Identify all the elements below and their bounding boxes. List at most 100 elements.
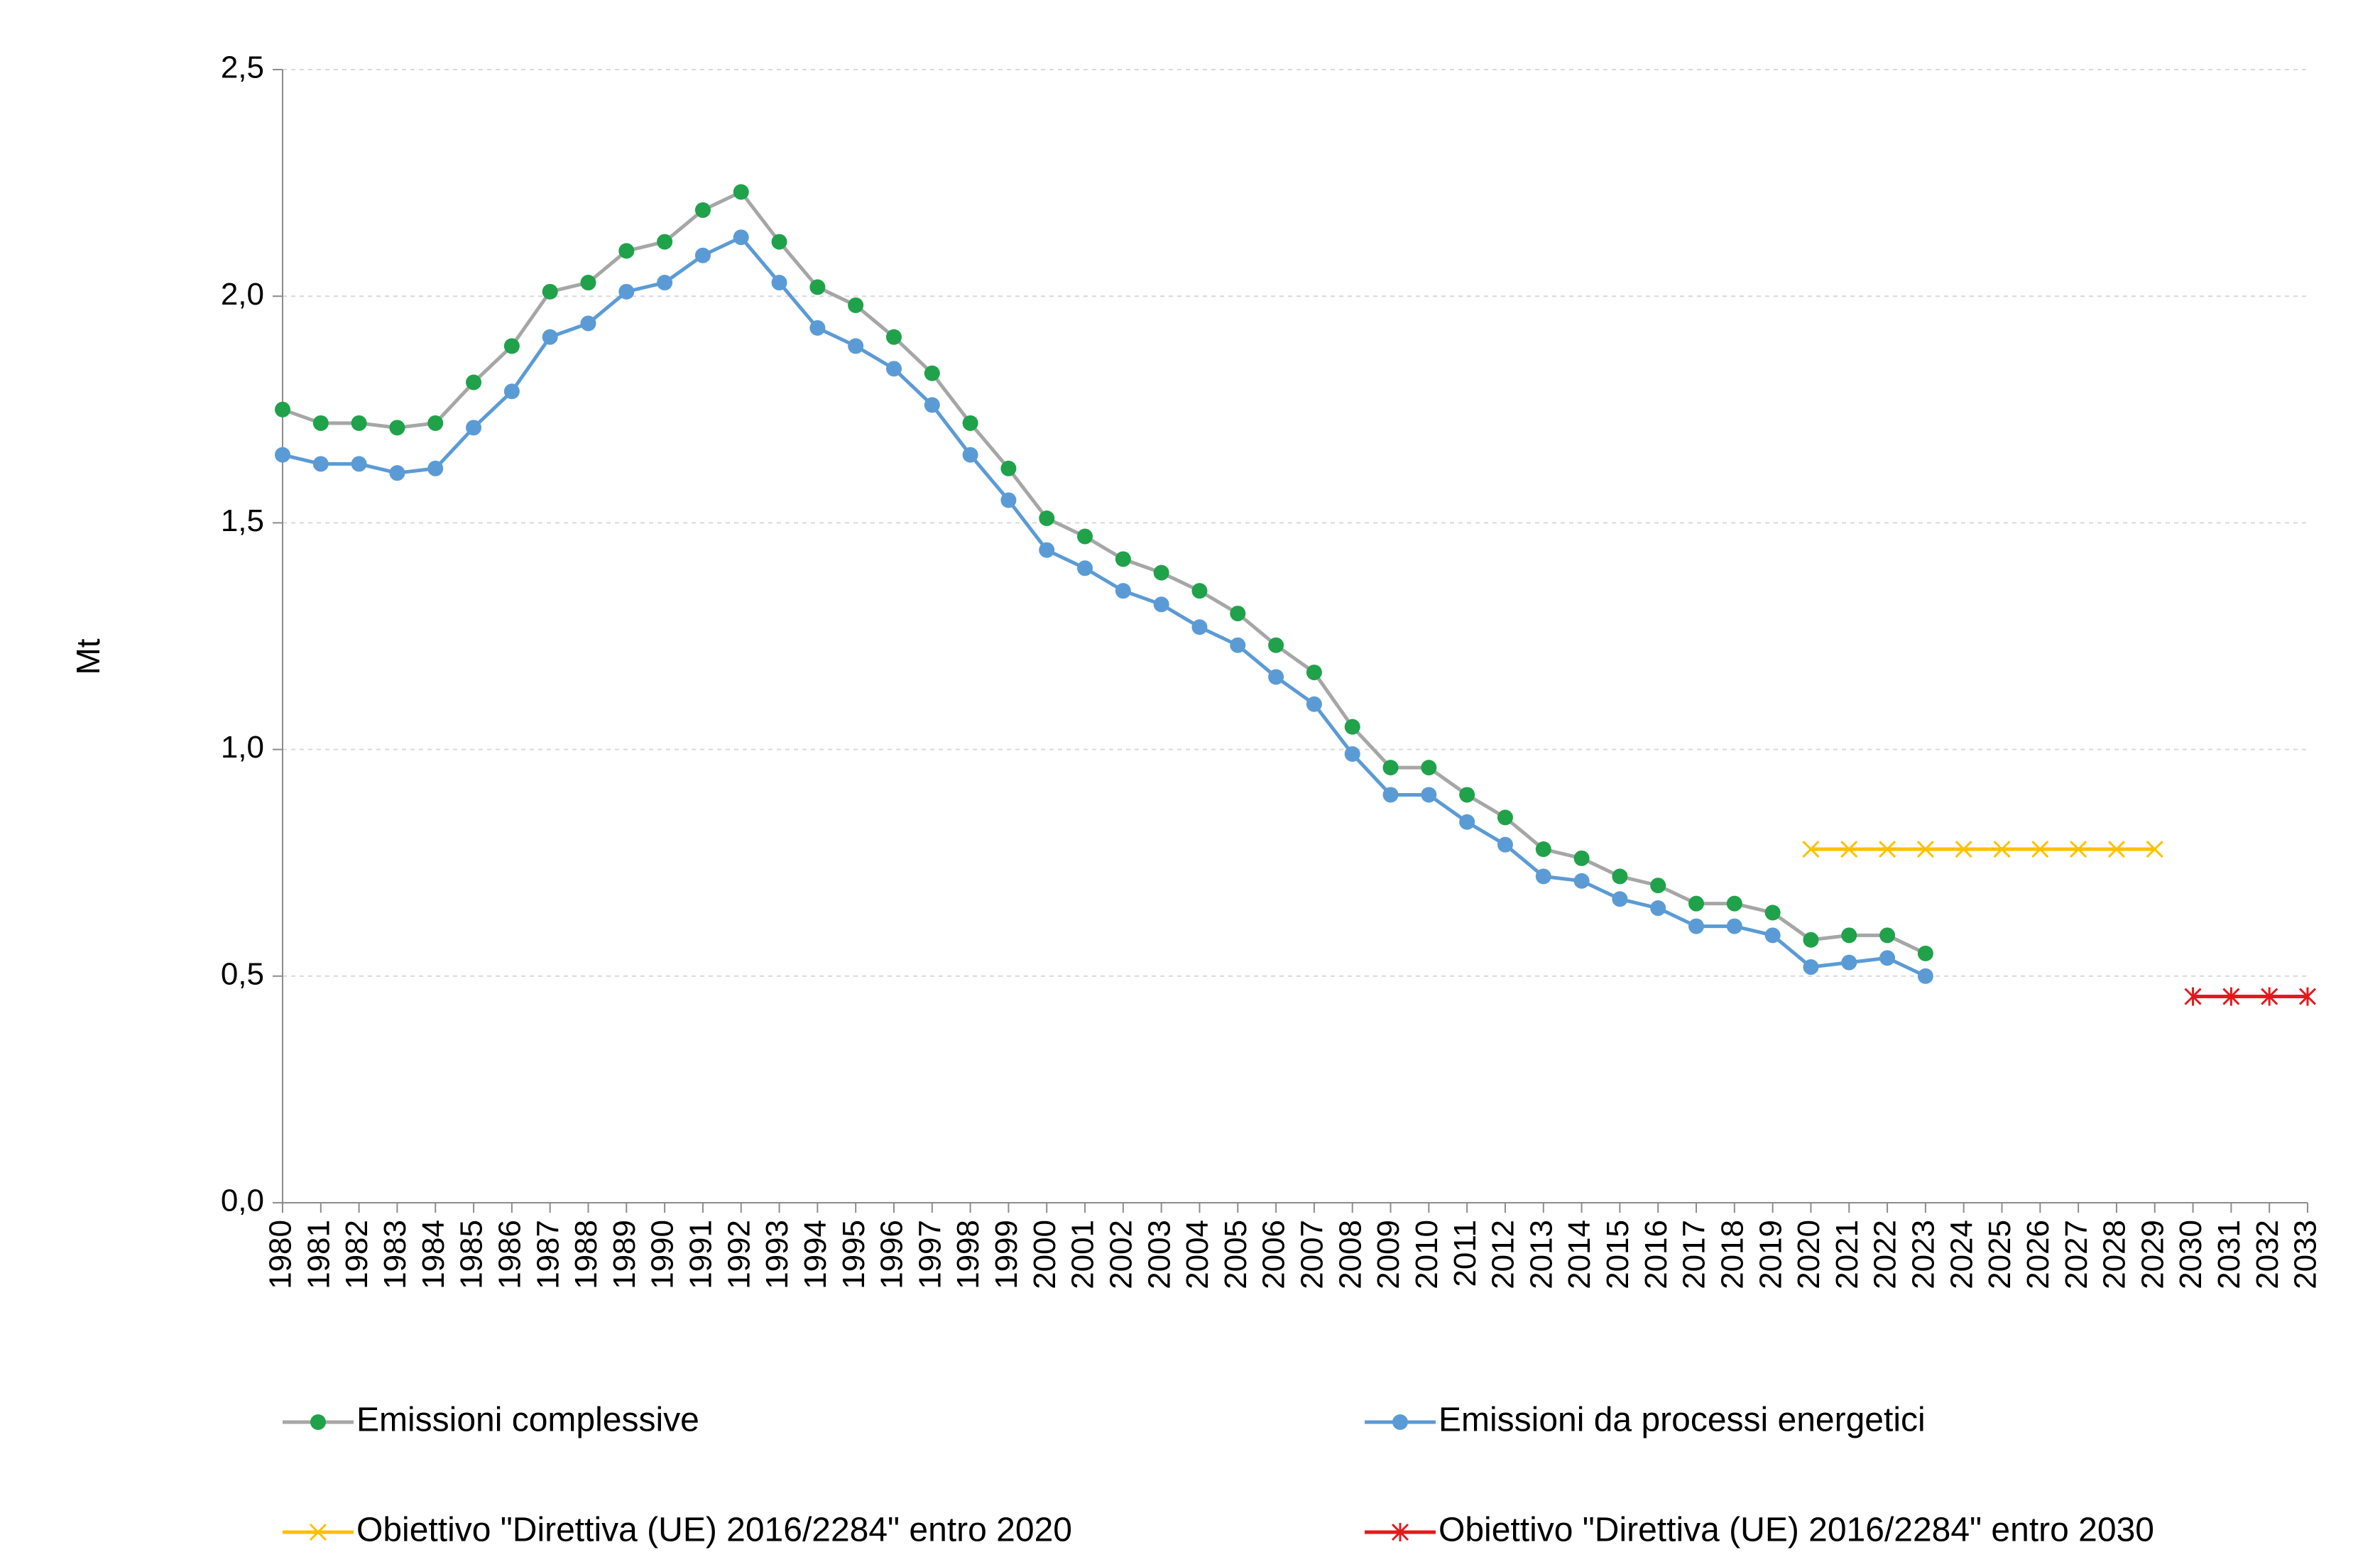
x-tick-label: 2024 [1944, 1220, 1979, 1289]
data-point [1039, 510, 1055, 527]
x-tick-label: 1990 [645, 1220, 680, 1289]
x-tick-label: 2028 [2097, 1220, 2132, 1289]
data-point [1650, 900, 1666, 917]
x-tick-label: 2030 [2173, 1220, 2208, 1289]
y-axis-label: Mt [70, 638, 107, 674]
x-tick-label: 2023 [1906, 1220, 1941, 1289]
x-tick-label: 2006 [1257, 1220, 1292, 1289]
data-point [733, 184, 749, 200]
data-point [351, 415, 367, 431]
data-point [351, 456, 367, 472]
data-point [1612, 891, 1628, 907]
y-tick-label: 2,5 [221, 50, 264, 85]
data-point [1230, 606, 1246, 622]
data-point [1115, 583, 1131, 599]
data-point [503, 338, 520, 354]
x-tick-label: 2003 [1142, 1220, 1177, 1289]
data-point [427, 415, 444, 431]
data-point [694, 202, 711, 218]
x-tick-label: 2015 [1600, 1220, 1635, 1289]
data-point [924, 397, 940, 413]
data-point [809, 320, 826, 336]
data-point [275, 401, 290, 417]
x-tick-label: 1989 [607, 1220, 642, 1289]
data-point [2107, 840, 2126, 858]
x-tick-label: 1997 [912, 1220, 947, 1289]
x-tick-label: 2009 [1371, 1220, 1406, 1289]
x-tick-label: 2014 [1562, 1220, 1597, 1289]
data-point [1115, 551, 1131, 567]
data-point [2298, 987, 2317, 1006]
data-point [1077, 528, 1093, 545]
x-tick-label: 2019 [1753, 1220, 1788, 1289]
legend-item-4: Obiettivo "Direttiva (UE) 2016/2284" ent… [1365, 1512, 2154, 1549]
y-tick-label: 0,5 [221, 956, 264, 991]
x-tick-label: 1998 [951, 1220, 986, 1289]
data-point [1841, 954, 1857, 971]
x-tick-label: 1993 [760, 1220, 795, 1289]
data-point [924, 365, 940, 381]
x-tick-label: 2001 [1066, 1220, 1101, 1289]
data-point [1726, 918, 1742, 934]
data-point [1191, 583, 1208, 599]
data-point [389, 420, 405, 436]
data-point [1917, 968, 1933, 984]
data-point [1917, 945, 1933, 961]
data-point [312, 415, 329, 431]
data-point [1955, 840, 1972, 858]
data-point [466, 420, 482, 436]
data-point [1421, 787, 1437, 803]
data-point [1392, 1414, 1408, 1430]
x-tick-label: 1995 [836, 1220, 871, 1289]
data-point [309, 1523, 327, 1541]
data-point [1726, 895, 1742, 912]
data-point [848, 297, 864, 313]
data-point [1153, 596, 1169, 613]
data-point [2261, 987, 2278, 1006]
data-point [1840, 840, 1858, 858]
x-tick-label: 1994 [798, 1220, 833, 1289]
data-point [542, 283, 558, 300]
y-tick-label: 0,0 [221, 1184, 264, 1218]
x-tick-label: 2025 [1982, 1220, 2017, 1289]
x-tick-label: 1988 [569, 1220, 604, 1289]
x-tick-label: 1982 [339, 1220, 374, 1289]
data-point [389, 465, 405, 481]
data-point [1879, 840, 1896, 858]
data-point [1879, 950, 1896, 966]
data-point [1382, 760, 1399, 776]
data-point [1650, 878, 1666, 894]
x-tick-label: 1985 [454, 1220, 489, 1289]
data-point [694, 247, 711, 263]
gridlines [283, 69, 2308, 977]
x-tick-label: 2012 [1486, 1220, 1521, 1289]
data-point [1459, 787, 1475, 803]
data-point [1993, 840, 2011, 858]
data-point [1077, 560, 1093, 577]
data-point [771, 234, 787, 250]
data-point [885, 329, 902, 345]
data-point [2184, 987, 2202, 1006]
data-point [618, 283, 635, 300]
data-point [427, 460, 444, 476]
data-point [1764, 905, 1781, 921]
x-tick-label: 2033 [2288, 1220, 2323, 1289]
x-tick-label: 2017 [1677, 1220, 1712, 1289]
x-tick-label: 2011 [1448, 1220, 1483, 1287]
legend-item-2: Emissioni da processi energetici [1365, 1402, 1926, 1439]
series-line-1 [282, 190, 1926, 956]
data-point [1879, 927, 1896, 944]
data-point [1803, 932, 1819, 948]
data-point [1802, 840, 1820, 858]
data-point [1497, 809, 1513, 826]
x-tick-label: 2021 [1830, 1220, 1865, 1289]
data-point [657, 234, 673, 250]
data-point [1344, 719, 1360, 735]
x-tick-label: 2018 [1715, 1220, 1749, 1289]
x-tick-label: 1987 [530, 1220, 565, 1289]
y-tick-label: 1,5 [221, 503, 264, 538]
data-point [962, 447, 978, 463]
data-point [1497, 836, 1513, 853]
